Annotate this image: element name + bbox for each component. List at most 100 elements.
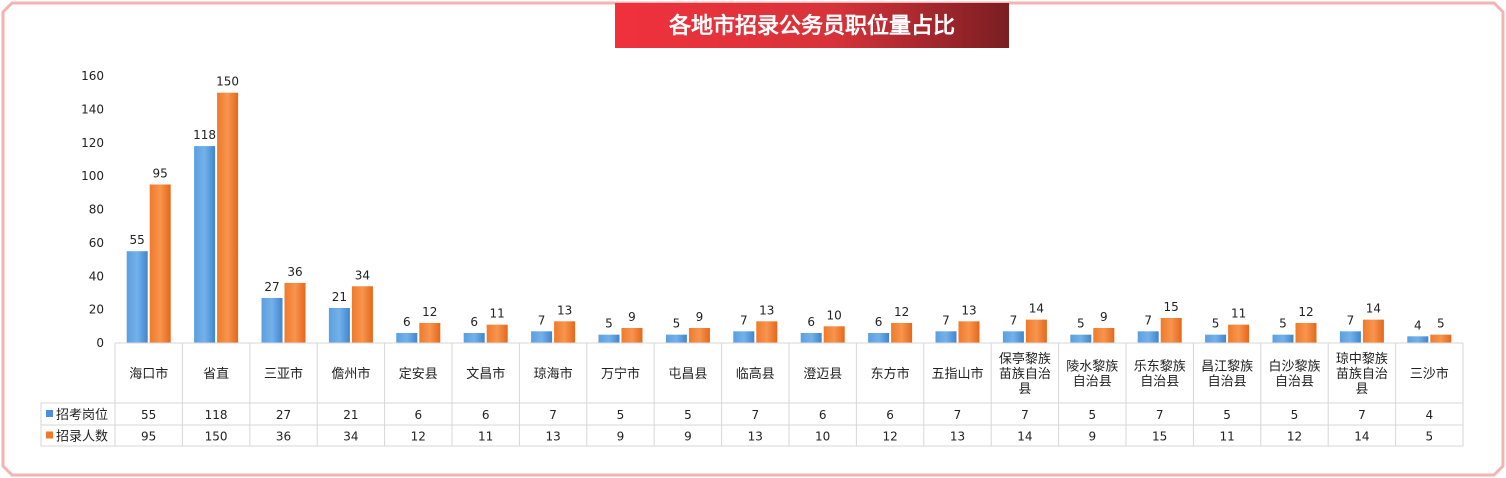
bar-value-label: 12 [1298,305,1313,319]
bar-value-label: 14 [1366,302,1381,316]
bar-value-label: 9 [696,310,704,324]
bar-series1 [598,334,620,343]
bar-series1 [463,332,485,343]
data-table: 海口市 省直 三亚市 儋州市 定安县 文昌市 琼海市 万宁市 屯昌县 临高县 澄迈县 东方市 五指山市保… [40,342,1464,447]
table-cell-value: 15 [1152,430,1167,444]
bar-value-label: 7 [740,313,748,327]
table-cell-value: 13 [545,430,560,444]
bar-value-label: 95 [153,166,168,180]
category-label: 三亚市 [264,366,303,382]
bar-series1 [126,251,148,343]
y-tick-label: 100 [81,169,104,183]
y-tick-label: 160 [81,69,104,83]
bar-series2 [958,321,980,343]
y-tick-label: 20 [89,303,104,317]
table-cell-value: 9 [684,430,692,444]
category-label: 海口市 [129,366,168,382]
y-tick-label: 120 [81,136,104,150]
category-label: 乐东黎族自治县 [1134,359,1186,390]
table-cell-value: 95 [141,430,156,444]
table-cell-value: 5 [1425,430,1433,444]
bar-value-label: 5 [1279,317,1287,331]
legend-swatch [46,431,53,439]
category-label: 屯昌县 [668,367,707,382]
category-label: 保亭黎族苗族自治县 [999,351,1051,397]
category-label: 昌江黎族自治县 [1201,359,1253,390]
bar-value-label: 36 [287,265,302,279]
table-cell-value: 7 [549,408,557,422]
category-label: 省直 [203,367,229,382]
bar-series1 [1205,334,1227,343]
bar-value-label: 5 [673,317,681,331]
bar-series2 [217,92,239,343]
y-tick-label: 0 [96,336,104,350]
table-cell-value: 6 [414,408,422,422]
bar-value-label: 13 [557,303,572,317]
bar-value-label: 12 [422,305,437,319]
category-label: 临高县 [736,366,775,382]
table-cell-value: 14 [1354,430,1369,444]
bar-value-label: 27 [264,280,279,294]
bar-value-label: 6 [403,315,411,329]
bar-value-label: 14 [1029,302,1044,316]
bar-series2 [823,326,845,343]
bar-value-label: 13 [759,303,774,317]
bar-series1 [531,331,553,343]
bar-value-label: 11 [490,307,505,321]
category-label: 白沙黎族自治县 [1268,359,1320,390]
table-cell-value: 4 [1425,408,1433,422]
bar-series1 [800,332,822,343]
bar-value-label: 5 [1437,317,1445,331]
bar-series2 [688,327,710,343]
table-cell-value: 118 [205,408,228,422]
table-cell-value: 6 [482,408,490,422]
bar-value-label: 6 [807,315,815,329]
bar-series2 [284,282,306,343]
table-cell-value: 12 [882,430,897,444]
category-label: 琼中黎族苗族自治县 [1336,351,1388,397]
bar-value-label: 7 [942,313,950,327]
bar-value-label: 12 [894,305,909,319]
bar-value-label: 34 [355,268,370,282]
bar-value-label: 10 [827,308,842,322]
table-cell-value: 9 [1088,430,1096,444]
legend-swatch [46,410,53,417]
bar-series1 [261,297,283,343]
bar-series1 [665,334,687,343]
bar-series1 [328,307,350,343]
bar-value-label: 9 [628,310,636,324]
bar-series1 [1407,336,1429,343]
category-label: 定安县 [399,367,438,382]
bar-value-label: 150 [216,75,239,89]
bar-series2 [419,322,441,343]
bar-value-label: 7 [1144,313,1152,327]
bar-series1 [1272,334,1294,343]
bar-series2 [1093,327,1115,343]
bar-series2 [1025,319,1047,343]
category-label: 澄迈县 [803,367,842,382]
bar-value-label: 5 [1077,317,1085,331]
category-label: 文昌市 [466,366,505,382]
bar-value-label: 13 [961,303,976,317]
table-cell-value: 10 [815,430,830,444]
y-axis: 0 20 40 60 80 100 120 140 160 [81,69,104,350]
y-tick-label: 80 [89,203,104,217]
bar-series2 [756,321,778,343]
bar-series2 [1160,317,1182,343]
bar-series1 [1070,334,1092,343]
table-cell-value: 5 [1291,408,1299,422]
chart-title: 各地市招录公务员职位量占比 [668,13,955,39]
y-tick-label: 140 [81,102,104,116]
bar-series2 [1362,319,1384,343]
bars-group [126,92,1452,343]
category-label: 琼海市 [534,366,573,382]
table-cell-value: 36 [276,430,291,444]
table-cell-value: 7 [1021,408,1029,422]
table-cell-value: 5 [1223,408,1231,422]
table-cell-value: 9 [617,430,625,444]
bar-series2 [554,321,576,343]
bar-series2 [1295,322,1317,343]
title-banner [615,3,1009,48]
